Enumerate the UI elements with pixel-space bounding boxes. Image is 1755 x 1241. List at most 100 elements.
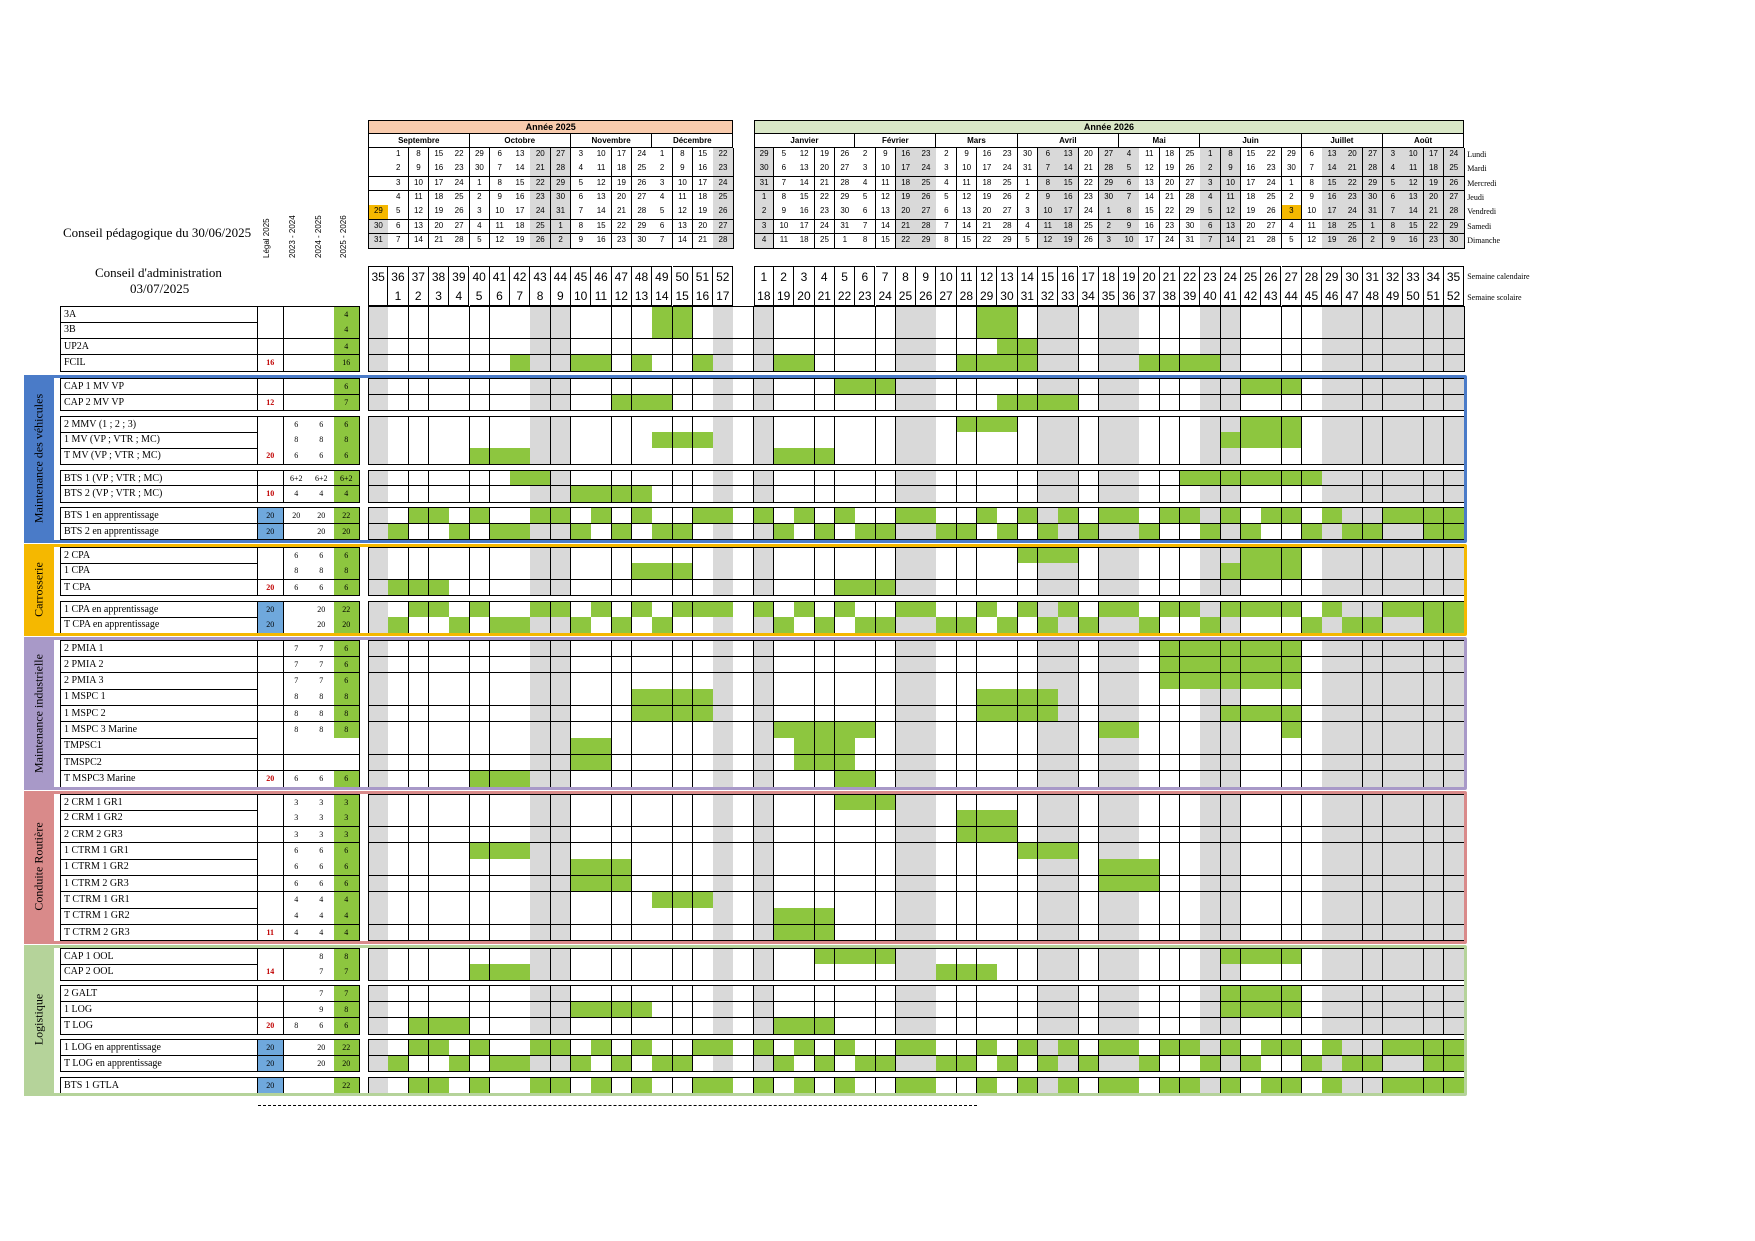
month-cell: Septembre bbox=[368, 134, 470, 148]
day-cell: 2 bbox=[1200, 162, 1222, 178]
day-cell: 9 bbox=[875, 148, 897, 163]
planning-cell bbox=[1037, 338, 1059, 356]
day-cell: 17 bbox=[1139, 233, 1161, 249]
row-label: 2 MMV (1 ; 2 ; 3) bbox=[60, 415, 258, 433]
day-cell: 6 bbox=[1383, 190, 1404, 206]
day-cell: 13 bbox=[672, 219, 694, 235]
day-cell: 22 bbox=[977, 233, 998, 249]
planning-cell bbox=[1017, 322, 1039, 340]
day-cell: 13 bbox=[1403, 190, 1425, 206]
day-cell: 17 bbox=[692, 176, 714, 192]
planning-cell bbox=[1058, 322, 1079, 340]
planning-cell bbox=[834, 306, 856, 323]
semaine-scolaire: 22 bbox=[834, 286, 856, 306]
semaine-scolaire: 23 bbox=[855, 286, 876, 306]
planning-cell bbox=[956, 322, 978, 340]
planning-cell bbox=[1322, 354, 1343, 372]
day-cell: 5 bbox=[1200, 205, 1222, 220]
semaine-scolaire: 21 bbox=[814, 286, 835, 306]
planning-cell bbox=[1443, 322, 1465, 340]
day-cell: 17 bbox=[794, 219, 816, 235]
planning-cell bbox=[855, 378, 876, 395]
day-cell: 19 bbox=[510, 233, 531, 249]
day-cell: 6 bbox=[652, 219, 673, 235]
semaine-calendaire: 50 bbox=[672, 266, 693, 286]
day-cell: 24 bbox=[1342, 205, 1364, 220]
day-cell: 26 bbox=[1180, 162, 1201, 178]
semaine-calendaire: 32 bbox=[1383, 266, 1404, 286]
day-cell: 22 bbox=[530, 176, 552, 192]
day-cell: 13 bbox=[875, 205, 897, 220]
planning-cell bbox=[1119, 322, 1140, 340]
day-cell: 26 bbox=[1342, 233, 1364, 249]
day-cell: 4 bbox=[469, 219, 491, 235]
day-cell: 12 bbox=[1037, 233, 1059, 249]
row-label: 3A bbox=[60, 306, 258, 323]
day-cell: 22 bbox=[449, 148, 470, 163]
planning-cell bbox=[611, 322, 633, 340]
row-value: 12 bbox=[258, 394, 284, 412]
day-cell: 24 bbox=[1078, 205, 1100, 220]
day-cell: 11 bbox=[408, 190, 430, 206]
day-cell: 30 bbox=[550, 190, 572, 206]
day-cell: 8 bbox=[1301, 176, 1323, 192]
planning-cell bbox=[1281, 322, 1303, 340]
semaine-scolaire: 9 bbox=[550, 286, 571, 306]
semaine-scolaire: 51 bbox=[1423, 286, 1444, 306]
day-cell: 3 bbox=[1098, 233, 1120, 249]
month-cell: Mai bbox=[1119, 134, 1201, 148]
day-cell: 19 bbox=[814, 148, 836, 163]
day-cell: 18 bbox=[1322, 219, 1343, 235]
planning-cell bbox=[1098, 306, 1120, 323]
day-cell: 26 bbox=[530, 233, 552, 249]
conseil-administration-date: 03/07/2025 bbox=[130, 281, 190, 296]
planning-cell bbox=[550, 306, 572, 323]
day-cell: 26 bbox=[449, 205, 470, 220]
day-cell: 15 bbox=[1058, 176, 1079, 192]
day-cell: 1 bbox=[1098, 205, 1120, 220]
day-cell: 23 bbox=[1342, 190, 1364, 206]
day-cell: 7 bbox=[936, 219, 958, 235]
planning-cell bbox=[977, 322, 998, 340]
day-cell: 30 bbox=[631, 233, 653, 249]
planning-cell bbox=[855, 338, 876, 356]
planning-cell bbox=[916, 306, 937, 323]
day-cell: 17 bbox=[1423, 148, 1445, 163]
semaine-scolaire: 50 bbox=[1403, 286, 1424, 306]
day-cell: 27 bbox=[916, 205, 937, 220]
row-value bbox=[258, 338, 284, 356]
day-cell: 28 bbox=[1098, 162, 1120, 178]
semaine-calendaire: 20 bbox=[1139, 266, 1160, 286]
day-cell: 24 bbox=[814, 219, 836, 235]
day-cell: 7 bbox=[1301, 162, 1323, 178]
day-cell: 12 bbox=[875, 190, 897, 206]
day-cell: 16 bbox=[977, 148, 998, 163]
day-cell: 7 bbox=[1200, 233, 1222, 249]
planning-cell bbox=[774, 338, 795, 356]
day-cell: 27 bbox=[449, 219, 470, 235]
planning-cell bbox=[368, 338, 389, 356]
semaine-calendaire: 29 bbox=[1322, 266, 1343, 286]
day-cell: 12 bbox=[794, 148, 816, 163]
day-cell: 20 bbox=[895, 205, 917, 220]
day-cell: 14 bbox=[510, 162, 531, 178]
planning-cell bbox=[1342, 306, 1364, 323]
day-cell: 5 bbox=[1119, 162, 1140, 178]
planning-cell bbox=[1119, 354, 1140, 372]
semaine-calendaire: 27 bbox=[1281, 266, 1302, 286]
planning-cell bbox=[388, 322, 410, 340]
planning-cell bbox=[733, 338, 755, 356]
planning-cell bbox=[977, 306, 998, 323]
day-cell: 8 bbox=[489, 176, 511, 192]
day-cell: 7 bbox=[652, 233, 673, 249]
planning-cell bbox=[571, 322, 592, 340]
day-cell: 21 bbox=[814, 176, 836, 192]
day-cell: 6 bbox=[388, 219, 410, 235]
day-cell: 18 bbox=[977, 176, 998, 192]
planning-cell bbox=[834, 322, 856, 340]
planning-cell bbox=[1037, 306, 1059, 323]
planning-cell bbox=[550, 394, 572, 412]
day-cell: 25 bbox=[1078, 219, 1100, 235]
semaine-calendaire: 4 bbox=[814, 266, 835, 286]
month-cell: Février bbox=[855, 134, 937, 148]
